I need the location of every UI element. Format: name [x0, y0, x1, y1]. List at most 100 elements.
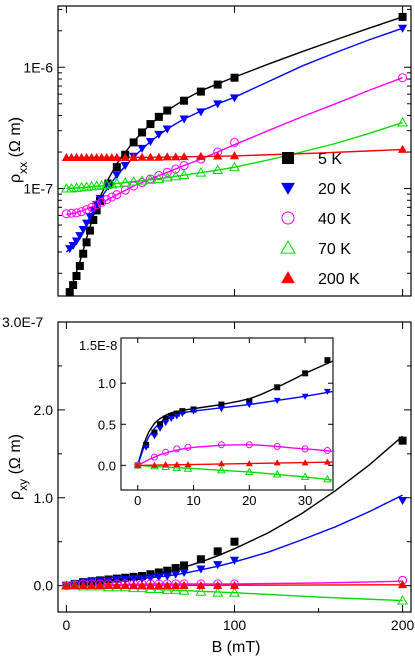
inset-point-20-k: [301, 393, 309, 400]
inset-point-200-k: [151, 461, 158, 468]
bottom-point-70-k: [178, 585, 190, 595]
inset-data-points: [133, 357, 332, 483]
inset-point-40-k: [301, 445, 309, 453]
bottom-point-5-k: [398, 436, 407, 445]
top-point-20-k: [229, 94, 240, 103]
inset-point-200-k: [245, 460, 253, 467]
bottom-y-tick-label: 0.0: [34, 578, 54, 594]
top-point-20-k: [196, 108, 206, 117]
top-point-70-k: [136, 175, 148, 185]
inset-y-tick-label: 0.0: [98, 458, 116, 473]
inset-point-70-k: [323, 474, 332, 483]
top-point-40-k: [230, 137, 239, 147]
inset-y-multiplier-label: 1.5E-8: [79, 338, 117, 353]
legend-marker-200-k: [281, 271, 295, 284]
inset-point-200-k: [162, 461, 170, 468]
top-point-70-k: [178, 169, 190, 180]
top-point-200-k: [229, 151, 240, 160]
inset-point-20-k: [217, 406, 225, 413]
top-point-40-k: [97, 197, 107, 207]
inset-point-20-k: [323, 388, 331, 395]
inset-point-5-k: [324, 357, 331, 364]
top-point-20-k: [112, 171, 122, 180]
inset-point-20-k: [178, 411, 186, 418]
bottom-point-70-k: [195, 586, 207, 596]
top-point-5-k: [230, 73, 239, 82]
top-point-200-k: [213, 151, 223, 160]
legend-label-70-k: 70 K: [318, 241, 351, 258]
x-axis-title: B (mT): [212, 639, 261, 656]
inset-point-200-k: [301, 459, 309, 466]
bottom-point-200-k: [103, 581, 114, 590]
inset-point-20-k: [167, 415, 175, 422]
bottom-point-200-k: [120, 581, 130, 590]
inset-point-5-k: [162, 415, 169, 422]
bottom-point-20-k: [162, 572, 172, 581]
top-point-40-k: [82, 205, 92, 215]
top-point-20-k: [78, 226, 88, 235]
inset-point-70-k: [300, 472, 310, 480]
top-point-40-k: [61, 209, 71, 219]
top-point-200-k: [137, 152, 147, 161]
top-point-5-k: [85, 226, 94, 235]
top-point-20-k: [68, 241, 78, 250]
bottom-point-70-k: [397, 594, 409, 605]
top-point-70-k: [161, 172, 173, 182]
bottom-point-200-k: [196, 581, 206, 590]
top-point-200-k: [179, 152, 189, 161]
top-point-5-k: [180, 96, 189, 105]
inset-x-tick-label: 0: [134, 493, 141, 508]
inset-point-5-k: [302, 370, 309, 377]
top-point-70-k: [397, 116, 409, 127]
bottom-point-20-k: [103, 576, 114, 585]
top-point-200-k: [162, 152, 172, 161]
top-point-5-k: [129, 138, 138, 147]
bottom-point-200-k: [129, 581, 139, 590]
bottom-point-70-k: [229, 587, 240, 597]
bottom-point-20-k: [137, 575, 147, 584]
top-point-5-k: [398, 12, 407, 21]
top-point-5-k: [163, 106, 172, 115]
bottom-y-multiplier-label: 3.0E-7: [2, 314, 43, 330]
top-point-20-k: [81, 219, 92, 228]
inset-point-5-k: [274, 384, 281, 391]
top-axis-ticks: 1E-6 1E-7: [23, 6, 411, 296]
top-y-tick-label: 1E-6: [23, 59, 53, 75]
top-point-40-k: [112, 190, 122, 200]
bottom-point-20-k: [179, 569, 189, 578]
bottom-point-200-k: [162, 581, 172, 590]
bottom-point-70-k: [161, 584, 173, 594]
top-point-40-k: [71, 208, 81, 218]
bottom-point-5-k: [180, 561, 189, 570]
inset-y-tick-label: 0.5: [98, 417, 116, 432]
legend-label-40-k: 40 K: [318, 211, 351, 228]
inset-point-20-k: [273, 397, 281, 404]
top-point-200-k: [397, 144, 408, 153]
top-point-200-k: [112, 152, 122, 161]
bottom-point-20-k: [229, 556, 240, 565]
bottom-point-20-k: [154, 573, 164, 582]
top-point-40-k: [92, 200, 102, 210]
top-point-5-k: [92, 206, 101, 215]
top-point-200-k: [171, 152, 181, 161]
top-point-20-k: [120, 162, 130, 171]
top-point-40-k: [66, 208, 76, 218]
top-y-axis-title: ρxx (Ω m): [7, 117, 30, 183]
inset-point-20-k: [156, 425, 164, 432]
top-point-20-k: [75, 232, 85, 241]
legend-marker-5-k: [282, 152, 294, 164]
top-point-200-k: [145, 152, 156, 161]
bottom-point-20-k: [171, 570, 181, 579]
inset-point-40-k: [323, 447, 331, 455]
bottom-data-points: [60, 436, 409, 605]
top-point-5-k: [69, 281, 78, 290]
bottom-point-200-k: [112, 581, 122, 590]
top-point-70-k: [128, 176, 140, 186]
bottom-y-tick-label: 1.0: [34, 490, 54, 506]
bottom-point-20-k: [397, 496, 408, 505]
bottom-point-200-k: [78, 581, 88, 590]
top-point-20-k: [213, 100, 223, 109]
top-y-tick-label: 1E-7: [23, 181, 53, 197]
top-point-200-k: [120, 152, 130, 161]
